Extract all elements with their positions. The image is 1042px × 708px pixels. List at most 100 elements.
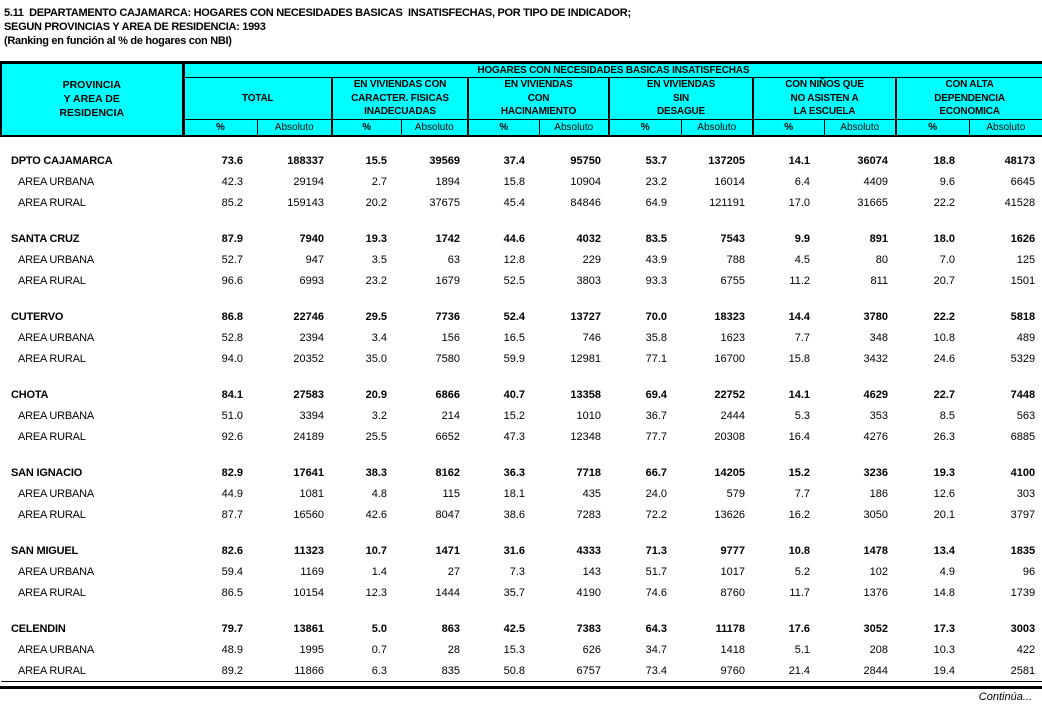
pct-cell: 5.3: [794, 410, 810, 422]
column-header-absoluto: Absoluto: [968, 119, 1042, 137]
row-label: AREA RURAL: [18, 509, 86, 521]
absoluto-cell: 11866: [257, 660, 332, 682]
row-label: SANTA CRUZ: [11, 233, 80, 245]
absoluto-cell: 159143: [287, 197, 324, 209]
absoluto-cell: 7718: [576, 467, 601, 479]
column-header-absoluto: Absoluto: [680, 119, 754, 137]
absoluto-cell: 6755: [720, 275, 745, 287]
absoluto-cell: 96: [1022, 566, 1036, 578]
absoluto-cell: 3236: [863, 467, 888, 479]
pct-cell: 4.5: [794, 254, 810, 266]
absoluto-cell: 6652: [435, 431, 460, 443]
header-row-span: PROVINCIA Y AREA DE RESIDENCIA HOGARES C…: [0, 61, 1042, 137]
column-group-dependencia-economica: CON ALTA DEPENDENCIA ECONOMICA: [894, 77, 1042, 120]
pct-cell: 7.0: [939, 254, 955, 266]
table-row: SANTA CRUZ 87.9 7940 19.3 1742 44.6 4032 83.5 75…: [1, 229, 1042, 250]
absoluto-cell: 626: [582, 644, 601, 656]
column-header-pct: %: [331, 119, 402, 137]
title-block: 5.11 DEPARTAMENTO CAJAMARCA: HOGARES CON…: [0, 6, 1042, 48]
pct-cell: 22.7: [933, 389, 955, 401]
spacer-row: [1, 136, 1042, 151]
pct-cell: 19.3: [365, 233, 387, 245]
absoluto-cell: 1995: [299, 644, 324, 656]
pct-cell: 10.3: [933, 644, 955, 656]
absoluto-cell: 13358: [570, 389, 601, 401]
row-label: AREA URBANA: [18, 644, 95, 656]
absoluto-cell: 5818: [1010, 311, 1036, 323]
pct-cell: 5.0: [371, 623, 387, 635]
pct-cell: 15.2: [788, 467, 810, 479]
pct-cell: 15.8: [788, 353, 810, 365]
absoluto-cell: 3394: [299, 410, 324, 422]
row-label: AREA RURAL: [18, 431, 86, 443]
table-header: PROVINCIA Y AREA DE RESIDENCIA HOGARES C…: [0, 61, 1042, 137]
pct-cell: 3.5: [371, 254, 387, 266]
absoluto-cell: 48173: [1004, 155, 1036, 167]
absoluto-cell: 13727: [570, 311, 601, 323]
absoluto-cell: 10154: [293, 587, 324, 599]
header-row-sub: % Absoluto % Absoluto % Absoluto % Absol…: [1, 119, 1042, 137]
pct-cell: 9.9: [794, 233, 810, 245]
absoluto-cell: 3797: [1010, 509, 1036, 521]
absoluto-cell: 746: [582, 332, 601, 344]
absoluto-cell: 18323: [714, 311, 745, 323]
page-title-line-1: 5.11 DEPARTAMENTO CAJAMARCA: HOGARES CON…: [4, 7, 631, 19]
pct-cell: 18.0: [933, 233, 955, 245]
absoluto-cell: 22752: [714, 389, 745, 401]
pct-cell: 50.8: [468, 660, 539, 682]
pct-cell: 7.7: [794, 488, 810, 500]
table-row: AREA RURAL 86.5 10154 12.3 1444 35.7 4190 74.6 8…: [1, 583, 1042, 604]
pct-cell: 24.0: [645, 488, 667, 500]
pct-cell: 15.3: [503, 644, 525, 656]
absoluto-cell: 7580: [435, 353, 460, 365]
absoluto-cell: 36074: [857, 155, 888, 167]
pct-cell: 64.9: [645, 197, 667, 209]
pct-cell: 14.1: [788, 155, 810, 167]
absoluto-cell: 1444: [435, 587, 460, 599]
absoluto-cell: 3003: [1010, 623, 1036, 635]
pct-cell: 19.4: [896, 660, 969, 682]
absoluto-cell: 1376: [863, 587, 888, 599]
pct-cell: 59.4: [221, 566, 243, 578]
spacer-row: [1, 370, 1042, 385]
pct-cell: 52.7: [221, 254, 243, 266]
absoluto-cell: 37675: [429, 197, 460, 209]
absoluto-cell: 102: [869, 566, 888, 578]
table-row: AREA URBANA 59.4 1169 1.4 27 7.3 143 51.7 1017 5.…: [1, 562, 1042, 583]
pct-cell: 8.5: [939, 410, 955, 422]
absoluto-cell: 4032: [576, 233, 601, 245]
absoluto-cell: 29194: [293, 176, 324, 188]
absoluto-cell: 303: [1016, 488, 1036, 500]
pct-cell: 42.5: [503, 623, 525, 635]
column-header-pct: %: [608, 119, 682, 137]
pct-cell: 24.6: [933, 353, 955, 365]
absoluto-cell: 1471: [435, 545, 460, 557]
pct-cell: 17.6: [788, 623, 810, 635]
absoluto-cell: 947: [305, 254, 324, 266]
pct-cell: 36.3: [503, 467, 525, 479]
absoluto-cell: 20308: [714, 431, 745, 443]
pct-cell: 89.2: [183, 660, 257, 682]
pct-cell: 16.5: [503, 332, 525, 344]
absoluto-cell: 2844: [824, 660, 896, 682]
absoluto-cell: 6757: [539, 660, 609, 682]
pct-cell: 31.6: [503, 545, 525, 557]
absoluto-cell: 563: [1016, 410, 1036, 422]
column-header-absoluto: Absoluto: [823, 119, 897, 137]
absoluto-cell: 27: [447, 566, 460, 578]
pct-cell: 92.6: [221, 431, 243, 443]
absoluto-cell: 7543: [720, 233, 745, 245]
pct-cell: 29.5: [365, 311, 387, 323]
pct-cell: 82.9: [221, 467, 243, 479]
column-header-absoluto: Absoluto: [256, 119, 333, 137]
pct-cell: 2.7: [371, 176, 387, 188]
pct-cell: 44.6: [503, 233, 525, 245]
table-row: AREA RURAL 96.6 6993 23.2 1679 52.5 3803 93.3 67…: [1, 271, 1042, 292]
pct-cell: 52.8: [221, 332, 243, 344]
pct-cell: 11.2: [789, 275, 810, 287]
spacer-row: [1, 604, 1042, 619]
pct-cell: 1.4: [371, 566, 387, 578]
absoluto-cell: 5329: [1010, 353, 1036, 365]
pct-cell: 20.1: [933, 509, 955, 521]
